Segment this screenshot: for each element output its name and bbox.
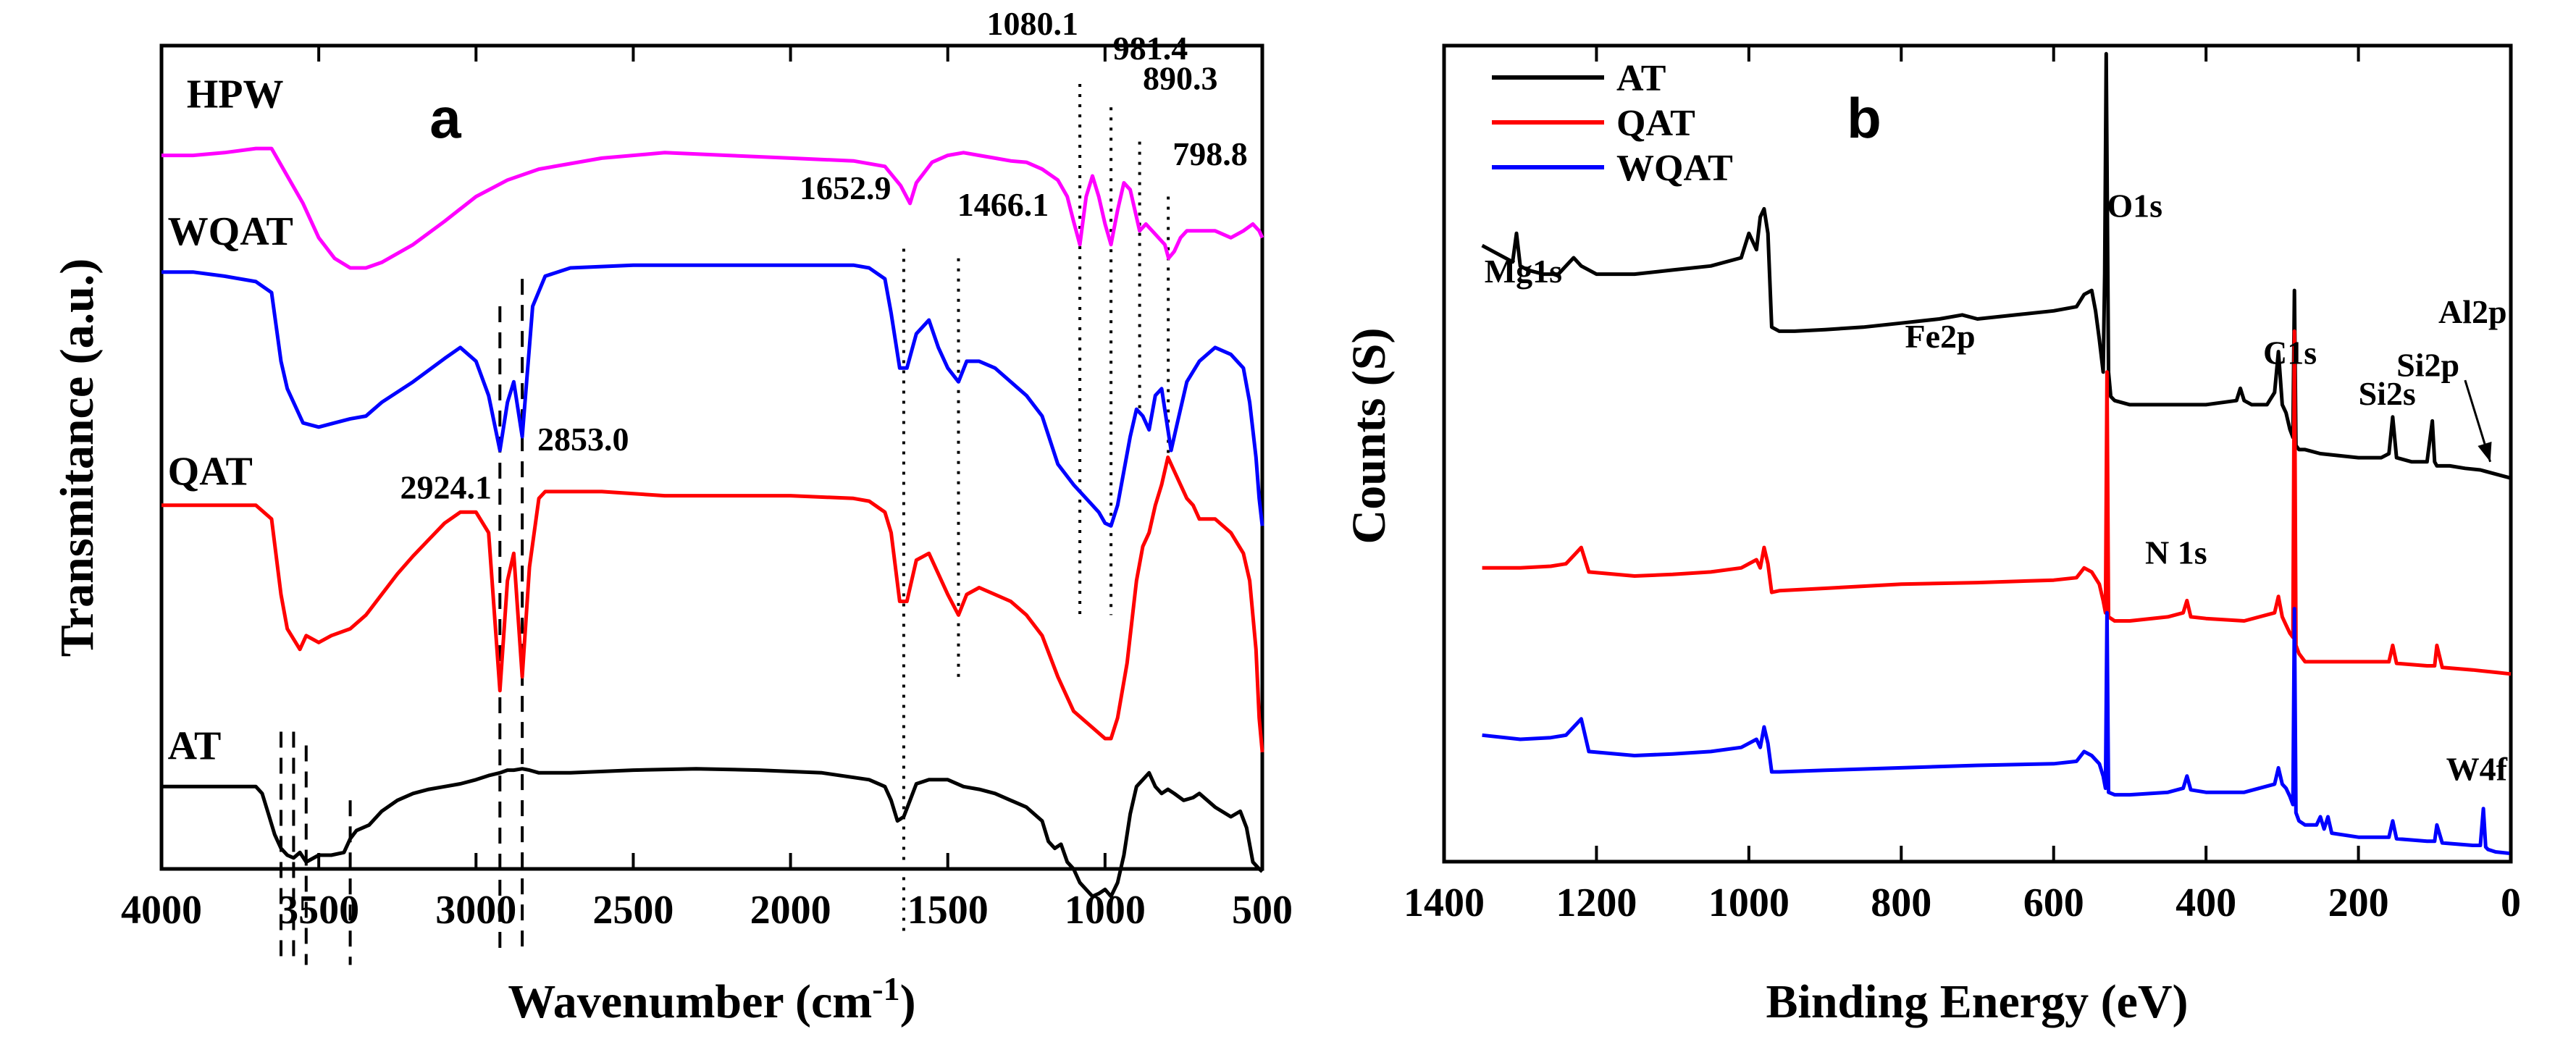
xps-al2p-arrowhead	[2478, 441, 2492, 462]
xps-peak-al2p: Al2p	[2438, 293, 2507, 330]
xps-peak-mg1s: Mg1s	[1485, 253, 1562, 290]
ftir-x-axis-title-sup: -1	[872, 970, 899, 1007]
ftir-x-axis-title-close: )	[900, 975, 916, 1028]
ftir-series-qat	[161, 455, 1264, 753]
panel-label-a: a	[429, 86, 461, 150]
ftir-plot-frame	[159, 43, 1264, 871]
ftir-x-tick-label: 500	[1232, 888, 1293, 933]
ftir-peak-1652-9: 1652.9	[800, 169, 891, 206]
ftir-x-tick-label: 1000	[1065, 888, 1146, 933]
ftir-x-axis-title: Wavenumber (cm-1)	[508, 970, 915, 1028]
xps-x-axis-title: Binding Energy (eV)	[1766, 975, 2188, 1028]
xps-series-qat	[1482, 329, 2512, 676]
xps-legend-label-wqat: WQAT	[1616, 148, 1733, 189]
ftir-x-tick-label: 3000	[435, 888, 516, 933]
xps-x-tick-label: 800	[1871, 880, 1931, 925]
xps-x-tick-label: 400	[2176, 880, 2236, 925]
xps-peak-si2p: Si2p	[2396, 346, 2459, 383]
ftir-markers	[280, 84, 1170, 965]
xps-legend-label-qat: QAT	[1616, 103, 1695, 144]
ftir-y-axis-title: Transmitance (a.u.)	[51, 259, 104, 657]
xps-series-at	[1481, 51, 2512, 480]
ftir-label-hpw: HPW	[187, 72, 284, 117]
ftir-peak-2924-1: 2924.1	[400, 468, 492, 505]
ftir-x-tick-label: 1500	[907, 888, 989, 933]
xps-x-tick-label: 1200	[1556, 880, 1637, 925]
ftir-peak-1080-1: 1080.1	[986, 5, 1078, 42]
ftir-label-wqat: WQAT	[168, 209, 293, 254]
ftir-x-tick-label: 3500	[278, 888, 359, 933]
xps-x-tick-label: 0	[2501, 880, 2521, 925]
ftir-x-tick-label: 4000	[121, 888, 202, 933]
ftir-x-tick-label: 2500	[592, 888, 674, 933]
xps-series-group	[1481, 51, 2512, 856]
ftir-x-tick-label: 2000	[750, 888, 831, 933]
ftir-label-at: AT	[168, 723, 222, 768]
xps-peak-w4f: W4f	[2446, 750, 2508, 787]
xps-peak-n-1s: N 1s	[2145, 534, 2207, 571]
xps-x-tick-label: 1400	[1404, 880, 1485, 925]
xps-peak-fe2p: Fe2p	[1905, 318, 1976, 355]
xps-x-tick-label: 600	[2023, 880, 2084, 925]
panel-label-b: b	[1847, 86, 1881, 150]
xps-series-wqat	[1482, 607, 2512, 856]
xps-chart: 1400 1200 1000 800 600 400 200 0 O1s Mg1s Fe2p C1s…	[1343, 43, 2521, 1028]
ftir-peak-798-8: 798.8	[1172, 135, 1248, 172]
xps-peak-c1s: C1s	[2263, 335, 2317, 371]
ftir-peak-1466-1: 1466.1	[957, 186, 1049, 223]
xps-legend-label-at: AT	[1616, 58, 1666, 99]
xps-x-tick-label: 1000	[1708, 880, 1790, 925]
xps-plot-frame	[1442, 43, 2513, 864]
ftir-series-labels: HPW WQAT QAT AT	[168, 72, 293, 768]
ftir-peak-890-3: 890.3	[1143, 60, 1218, 97]
ftir-peak-981-4: 981.4	[1113, 30, 1188, 67]
ftir-series-hpw	[161, 146, 1264, 270]
ftir-series-group	[161, 146, 1264, 899]
ftir-series-at	[161, 767, 1264, 899]
xps-y-axis-title: Counts (S)	[1343, 328, 1396, 545]
ftir-x-axis: 4000 3500 3000 2500 2000 1500 1000 500	[121, 46, 1293, 933]
xps-x-axis: 1400 1200 1000 800 600 400 200 0	[1404, 46, 2521, 925]
ftir-chart: 4000 3500 3000 2500 2000 1500 1000 500 1080.1 98…	[51, 5, 1293, 1028]
ftir-label-qat: QAT	[168, 449, 253, 494]
ftir-series-wqat	[161, 263, 1264, 528]
xps-x-tick-label: 200	[2328, 880, 2389, 925]
xps-peak-o1s: O1s	[2107, 188, 2162, 224]
ftir-x-axis-title-main: Wavenumber (cm	[508, 975, 872, 1028]
ftir-peak-2853-0: 2853.0	[537, 421, 629, 458]
xps-peak-si2s: Si2s	[2359, 375, 2416, 412]
